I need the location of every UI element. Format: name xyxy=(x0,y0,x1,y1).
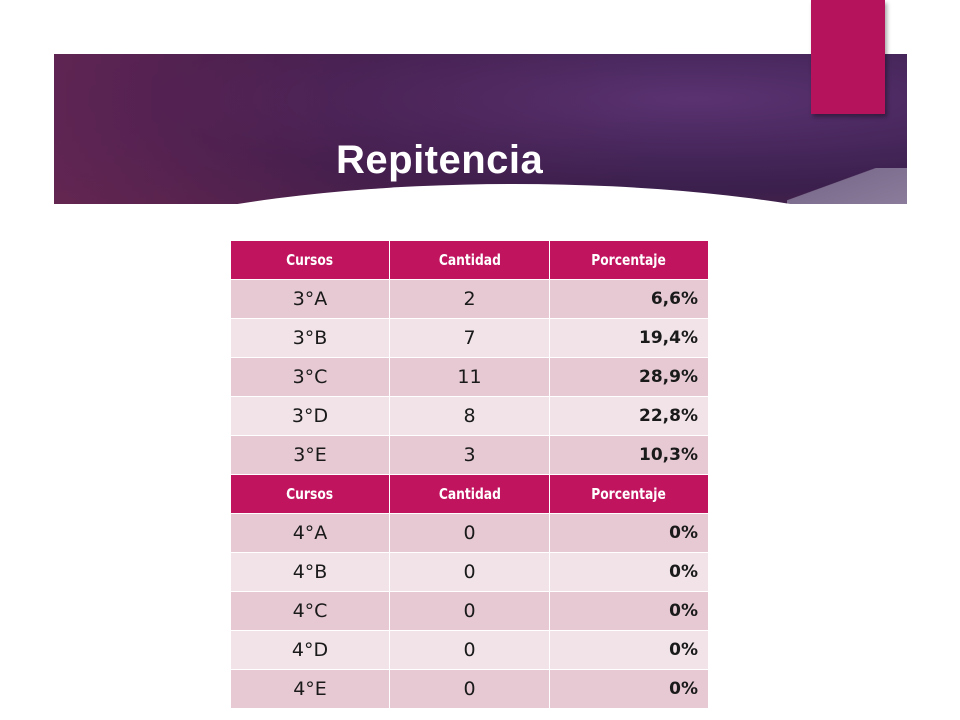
header-cantidad: Cantidad xyxy=(389,240,550,280)
banner-corner-shape xyxy=(787,168,907,204)
table-header-row: Cursos Cantidad Porcentaje xyxy=(230,240,709,280)
cell-cantidad: 7 xyxy=(389,318,550,358)
table-row: 4°D 0 0% xyxy=(230,630,709,670)
cell-curso: 4°B xyxy=(230,552,390,592)
cell-curso: 3°B xyxy=(230,318,390,358)
cell-cantidad: 0 xyxy=(389,513,550,553)
cell-porcentaje: 6,6% xyxy=(549,279,709,319)
header-cursos: Cursos xyxy=(230,240,390,280)
header-porcentaje: Porcentaje xyxy=(549,240,709,280)
table-row: 4°B 0 0% xyxy=(230,552,709,592)
table-row: 3°E 3 10,3% xyxy=(230,435,709,475)
cell-porcentaje: 10,3% xyxy=(549,435,709,475)
table-row: 3°A 2 6,6% xyxy=(230,279,709,319)
cell-cantidad: 3 xyxy=(389,435,550,475)
table-row: 3°B 7 19,4% xyxy=(230,318,709,358)
cell-porcentaje: 0% xyxy=(549,669,709,709)
header-porcentaje: Porcentaje xyxy=(549,474,709,514)
table-row: 4°A 0 0% xyxy=(230,513,709,553)
cell-porcentaje: 0% xyxy=(549,513,709,553)
cell-curso: 3°C xyxy=(230,357,390,397)
banner-gradient xyxy=(54,54,907,204)
table-row: 3°D 8 22,8% xyxy=(230,396,709,436)
cell-curso: 4°C xyxy=(230,591,390,631)
cell-porcentaje: 19,4% xyxy=(549,318,709,358)
slide-title: Repitencia xyxy=(336,138,544,182)
cell-cantidad: 0 xyxy=(389,630,550,670)
cell-cantidad: 0 xyxy=(389,591,550,631)
repitencia-table: Cursos Cantidad Porcentaje 3°A 2 6,6% 3°… xyxy=(230,240,709,709)
cell-cantidad: 2 xyxy=(389,279,550,319)
table-row: 4°C 0 0% xyxy=(230,591,709,631)
cell-curso: 4°D xyxy=(230,630,390,670)
table-header-row: Cursos Cantidad Porcentaje xyxy=(230,474,709,514)
accent-rectangle xyxy=(811,0,885,114)
cell-curso: 3°A xyxy=(230,279,390,319)
cell-porcentaje: 28,9% xyxy=(549,357,709,397)
cell-cantidad: 0 xyxy=(389,669,550,709)
title-banner xyxy=(54,54,907,204)
cell-porcentaje: 0% xyxy=(549,591,709,631)
cell-porcentaje: 22,8% xyxy=(549,396,709,436)
cell-cantidad: 11 xyxy=(389,357,550,397)
cell-curso: 3°E xyxy=(230,435,390,475)
cell-curso: 4°E xyxy=(230,669,390,709)
cell-cantidad: 8 xyxy=(389,396,550,436)
cell-porcentaje: 0% xyxy=(549,552,709,592)
header-cantidad: Cantidad xyxy=(389,474,550,514)
cell-porcentaje: 0% xyxy=(549,630,709,670)
cell-cantidad: 0 xyxy=(389,552,550,592)
table-row: 3°C 11 28,9% xyxy=(230,357,709,397)
table-row: 4°E 0 0% xyxy=(230,669,709,709)
header-cursos: Cursos xyxy=(230,474,390,514)
cell-curso: 4°A xyxy=(230,513,390,553)
cell-curso: 3°D xyxy=(230,396,390,436)
